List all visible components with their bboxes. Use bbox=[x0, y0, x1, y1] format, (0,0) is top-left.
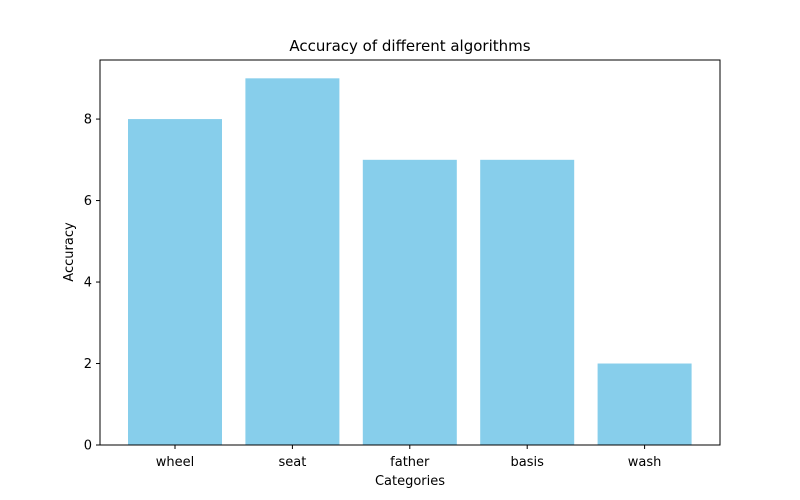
bar-basis bbox=[480, 159, 575, 445]
x-axis-label: Categories bbox=[375, 474, 445, 489]
bar-wheel bbox=[128, 119, 222, 445]
x-tick-label-wheel: wheel bbox=[156, 455, 194, 470]
bar-father bbox=[362, 159, 457, 445]
y-tick-label-6: 6 bbox=[84, 194, 92, 209]
y-axis-label: Accuracy bbox=[62, 222, 77, 282]
x-tick-label-wash: wash bbox=[628, 455, 662, 470]
x-tick-label-father: father bbox=[390, 455, 430, 470]
x-tick-label-seat: seat bbox=[278, 455, 306, 470]
bar-wash bbox=[597, 363, 692, 445]
chart-title: Accuracy of different algorithms bbox=[289, 37, 530, 55]
y-tick-label-8: 8 bbox=[84, 113, 92, 128]
y-tick-label-0: 0 bbox=[84, 439, 92, 454]
plot-area: wheel seat father basis wash 0 2 4 6 8 bbox=[84, 59, 721, 470]
x-tick-label-basis: basis bbox=[511, 455, 545, 470]
y-tick-label-4: 4 bbox=[84, 276, 92, 291]
y-tick-label-2: 2 bbox=[84, 357, 92, 372]
bar-seat bbox=[245, 78, 340, 445]
